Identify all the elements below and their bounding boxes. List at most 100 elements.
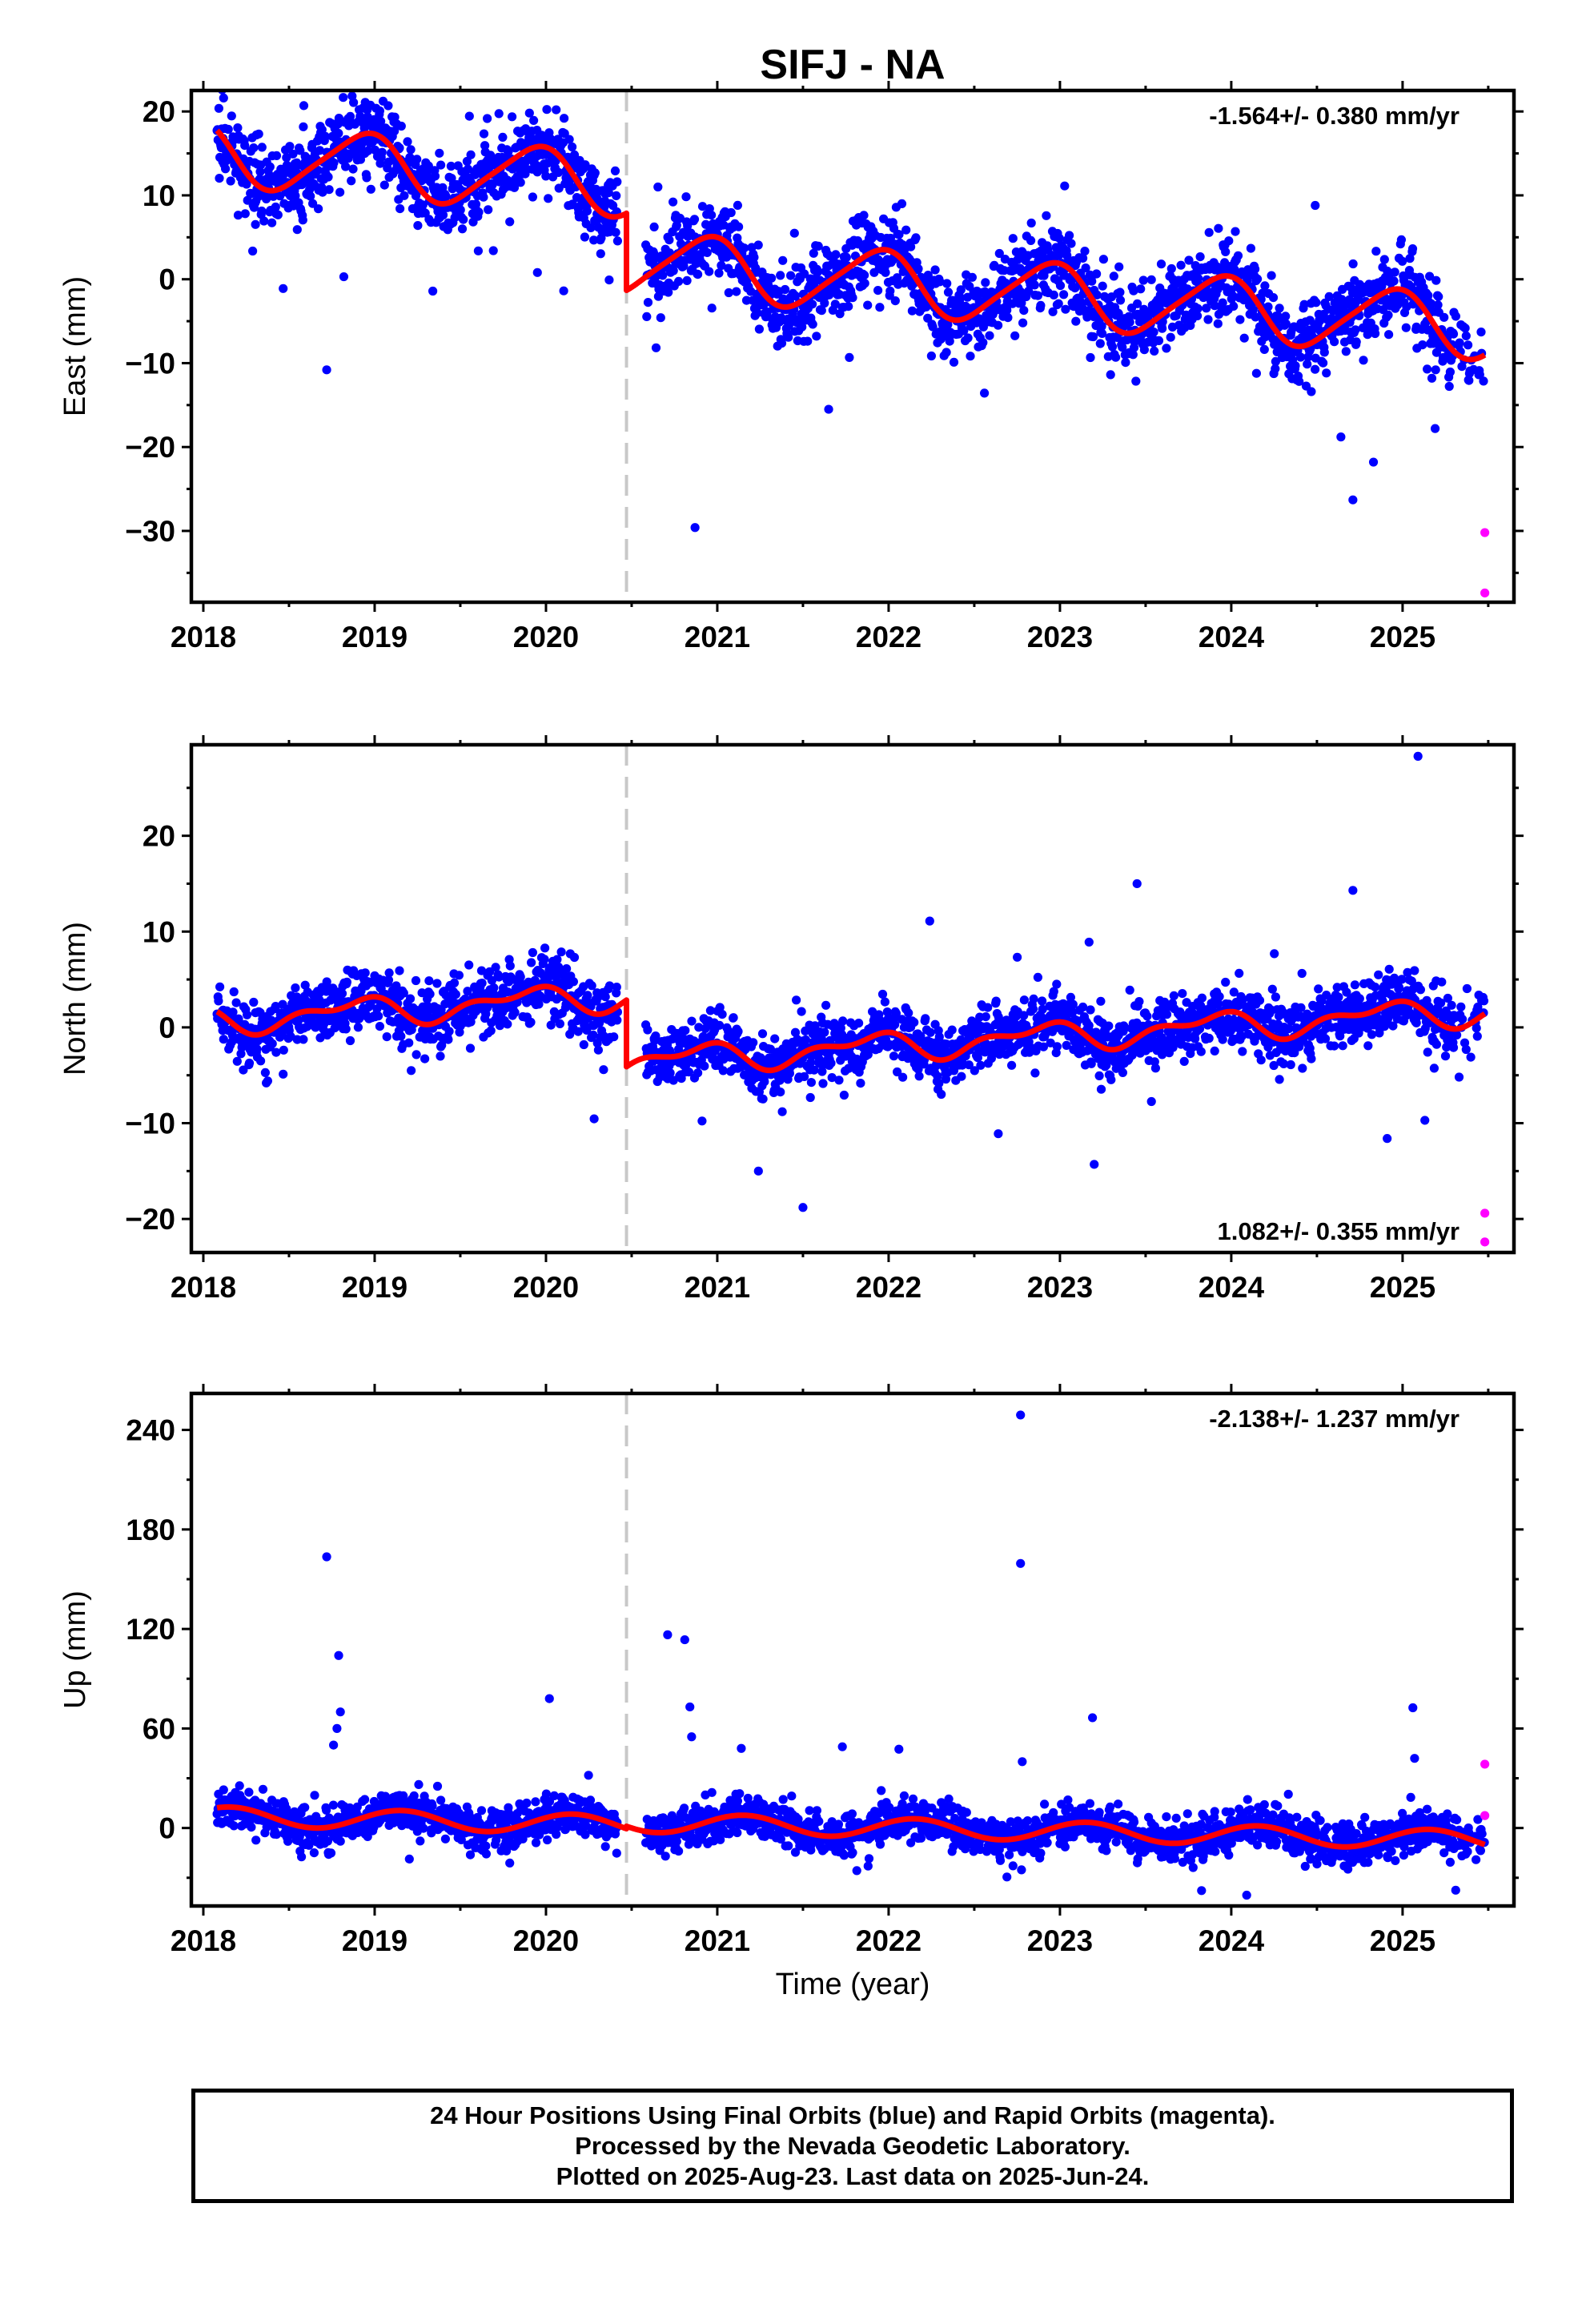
data-point	[1086, 352, 1095, 363]
data-point	[809, 248, 818, 258]
data-point	[1033, 972, 1042, 982]
data-point	[292, 225, 302, 235]
data-point	[749, 1038, 758, 1047]
data-point	[474, 207, 484, 217]
data-point	[335, 187, 345, 197]
data-point	[913, 264, 923, 274]
data-point	[830, 300, 840, 309]
data-point	[1049, 290, 1058, 300]
data-point	[390, 127, 400, 136]
data-point	[676, 239, 686, 248]
data-point	[375, 106, 384, 116]
data-point	[812, 332, 821, 341]
data-point	[612, 191, 621, 200]
data-point	[342, 977, 351, 987]
data-point	[1008, 234, 1018, 243]
y-tick-label: −30	[125, 515, 175, 548]
data-point	[526, 1017, 536, 1027]
data-point	[1479, 376, 1488, 386]
data-point	[1204, 227, 1214, 237]
data-point	[841, 252, 851, 262]
data-point	[890, 296, 900, 306]
data-point	[889, 1051, 899, 1061]
data-point	[1029, 994, 1038, 1003]
data-point	[763, 280, 773, 290]
data-point	[877, 989, 888, 999]
data-point	[406, 145, 416, 155]
data-point	[315, 146, 324, 155]
data-point	[288, 149, 298, 159]
data-point	[1311, 364, 1320, 374]
data-point	[252, 1044, 262, 1054]
data-point	[610, 166, 620, 175]
data-point	[432, 979, 442, 988]
data-point	[477, 979, 487, 988]
data-point	[1461, 331, 1471, 340]
data-point	[438, 210, 448, 220]
data-point	[498, 132, 508, 142]
data-point	[1048, 307, 1058, 316]
data-point	[282, 153, 291, 163]
data-point	[658, 271, 668, 280]
data-point	[1286, 1059, 1295, 1070]
data-point	[1455, 338, 1464, 348]
data-point	[1379, 255, 1389, 264]
data-point	[573, 1027, 583, 1036]
data-point	[263, 1076, 272, 1086]
data-point	[714, 268, 724, 278]
data-point	[928, 322, 938, 332]
data-point	[873, 286, 883, 296]
data-point	[653, 182, 663, 192]
data-point	[717, 1010, 727, 1019]
data-point	[1350, 980, 1359, 990]
data-point	[786, 271, 796, 280]
data-point	[820, 1027, 829, 1037]
data-point	[366, 184, 375, 194]
data-point	[945, 336, 954, 346]
data-point	[505, 217, 515, 227]
data-point	[1013, 952, 1022, 962]
data-point	[705, 267, 714, 276]
data-point	[757, 1029, 768, 1039]
data-point	[300, 980, 310, 990]
data-point	[471, 199, 481, 209]
data-point	[1184, 255, 1194, 265]
data-point	[1098, 281, 1107, 291]
data-point	[705, 1006, 716, 1015]
data-point	[441, 191, 451, 201]
data-point	[299, 122, 308, 131]
data-point	[777, 339, 787, 348]
data-point	[529, 115, 539, 125]
data-point	[906, 242, 916, 251]
data-point	[362, 173, 371, 183]
data-point	[219, 1035, 228, 1044]
data-point	[233, 123, 243, 133]
data-point	[1248, 305, 1258, 315]
data-point	[677, 1074, 686, 1084]
data-point	[315, 1033, 325, 1043]
data-point	[451, 990, 460, 999]
data-point	[560, 114, 569, 123]
x-tick-label: 2019	[342, 621, 408, 653]
data-point	[349, 98, 359, 107]
data-point	[489, 983, 499, 993]
data-point	[1251, 312, 1260, 322]
outlier-point	[1368, 457, 1379, 467]
data-point	[1396, 235, 1406, 244]
data-point	[400, 191, 409, 200]
data-point	[580, 232, 590, 242]
data-point	[976, 1060, 986, 1070]
data-point	[1010, 331, 1020, 340]
data-point	[1078, 253, 1088, 263]
data-point	[396, 204, 405, 214]
data-point	[604, 275, 614, 285]
data-point	[1259, 344, 1269, 354]
data-point	[1440, 1051, 1451, 1061]
data-point	[1444, 381, 1454, 392]
x-tick-label: 2022	[856, 621, 921, 653]
x-tick-label: 2018	[171, 621, 236, 653]
data-point	[279, 1045, 288, 1055]
data-point	[715, 1003, 725, 1012]
data-point	[839, 1090, 849, 1100]
data-point	[863, 300, 873, 310]
